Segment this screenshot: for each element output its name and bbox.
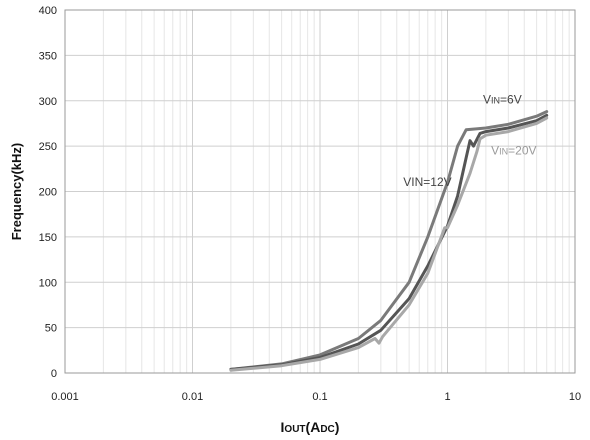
series-line-vin-12v [229,113,549,371]
y-axis-title: Frequency(kHz) [9,143,24,241]
y-tick-label: 100 [39,277,57,289]
axes-layer [64,9,576,374]
y-tick-label: 250 [39,141,57,153]
labels-layer: 0 50 100 150 200 250 300 350 400 0.001 0.01 0.1 1 10 F… [9,5,581,435]
series-annotation: VIN=6V [483,92,522,106]
plot-border [64,9,576,374]
y-tick-label: 300 [39,96,57,108]
x-tick-label: 10 [569,391,581,403]
series-annotation: VIN=20V [491,143,536,157]
series-layer [229,110,549,372]
x-tick-label: 1 [444,391,450,403]
series-line-vin-6v [229,110,549,371]
y-tick-label: 400 [39,5,57,17]
y-tick-label: 200 [39,187,57,199]
series-line-vin-20v [229,116,549,372]
x-axis-title: IOUT(ADC) [281,419,340,435]
x-tick-label: 0.1 [312,391,327,403]
y-tick-label: 350 [39,50,57,62]
annotation-layer: VIN=6V VIN=12V VIN=20V [403,92,536,189]
y-tick-label: 0 [51,368,57,380]
y-tick-label: 50 [45,323,57,335]
grid-layer [64,9,576,374]
y-tick-label: 150 [39,232,57,244]
x-tick-label: 0.001 [51,391,79,403]
x-tick-label: 0.01 [182,391,203,403]
series-annotation: VIN=12V [403,175,451,189]
